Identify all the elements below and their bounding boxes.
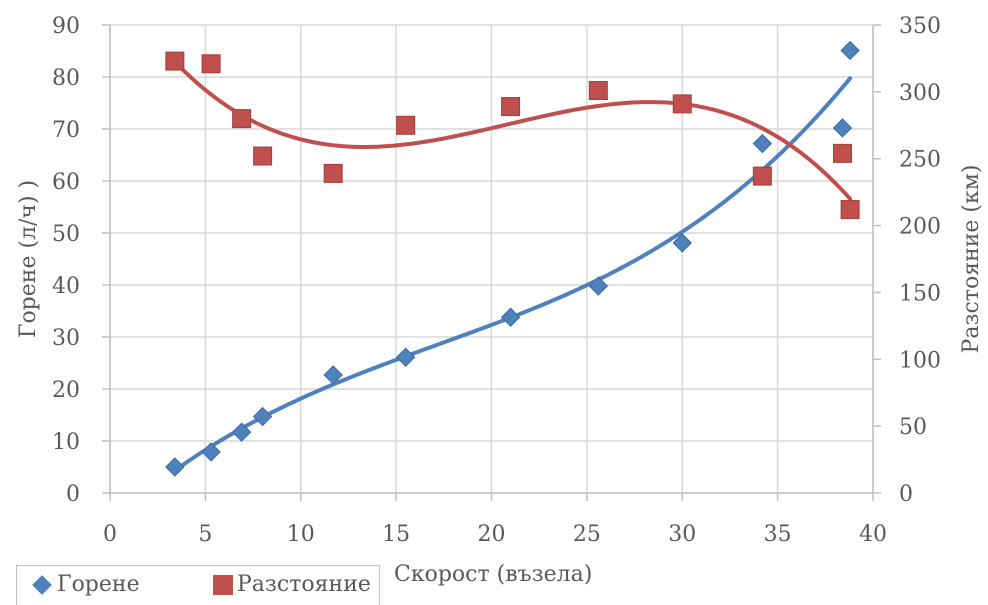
point-distance [588, 81, 608, 101]
point-distance [165, 51, 185, 71]
y-right-tick-label: 0 [899, 482, 913, 507]
legend-diamond-marker [32, 575, 52, 595]
y-right-tick-label: 200 [899, 215, 941, 240]
legend-square-marker [213, 575, 233, 595]
point-distance [201, 54, 221, 74]
point-distance [832, 143, 852, 163]
y-left-tick-label: 0 [66, 482, 80, 507]
point-burn [752, 133, 773, 154]
point-burn [201, 442, 221, 462]
point-burn [323, 365, 343, 385]
x-tick-label: 30 [668, 522, 696, 547]
point-burn [231, 422, 252, 442]
legend: Горене Разстояние [16, 565, 380, 605]
y-left-tick-label: 20 [52, 378, 80, 403]
trendline-burn [172, 76, 853, 473]
x-tick-label: 5 [198, 522, 212, 547]
legend-label-distance: Разстояние [237, 572, 371, 597]
y-right-tick-label: 100 [899, 348, 941, 373]
point-burn [165, 457, 185, 477]
point-burn [395, 347, 416, 367]
y-left-tick-label: 50 [52, 222, 80, 247]
legend-item-distance: Разстояние [213, 572, 371, 597]
x-tick-label: 40 [859, 522, 887, 547]
point-burn [588, 276, 609, 296]
y-left-tick-label: 10 [52, 430, 80, 455]
y-right-tick-label: 250 [899, 148, 941, 173]
y-left-tick-label: 80 [52, 66, 80, 91]
point-distance [232, 109, 252, 129]
point-distance [672, 94, 692, 114]
x-tick-label: 20 [478, 522, 506, 547]
point-distance [253, 146, 273, 166]
point-burn [840, 40, 860, 61]
y-left-tick-label: 40 [52, 274, 80, 299]
x-tick-label: 0 [103, 522, 117, 547]
y-right-tick-label: 150 [899, 281, 941, 306]
point-distance [752, 166, 772, 186]
grid [109, 24, 874, 494]
legend-item-burn: Горене [29, 572, 140, 597]
x-tick-label: 15 [382, 522, 410, 547]
data-markers [165, 40, 860, 477]
y-left-tick-label: 30 [52, 326, 80, 351]
y-right-tick-label: 350 [899, 14, 941, 39]
tick-labels: 0 10 20 30 40 50 60 70 80 90 0 5 10 15 20 25 30 35 40 0 50 10… [52, 14, 941, 547]
y-right-tick-label: 50 [899, 415, 927, 440]
point-burn [672, 233, 692, 253]
y-left-tick-label: 70 [52, 118, 80, 143]
x-axis-title: Скорост (възела) [394, 562, 593, 587]
point-burn [832, 118, 853, 138]
y-axis-right-title: Разстояние (км) [959, 165, 984, 354]
axes [102, 24, 881, 501]
point-distance [501, 97, 521, 117]
point-distance [840, 200, 860, 220]
y-left-tick-label: 60 [52, 170, 80, 195]
legend-label-burn: Горене [57, 572, 140, 597]
point-burn [252, 406, 273, 427]
x-tick-label: 35 [764, 522, 792, 547]
x-tick-label: 25 [573, 522, 601, 547]
x-tick-label: 10 [287, 522, 315, 547]
point-distance [323, 163, 343, 183]
point-burn [500, 307, 521, 327]
y-right-tick-label: 300 [899, 81, 941, 106]
y-axis-left-title: Горене (л/ч) ) [16, 180, 41, 338]
point-distance [396, 115, 416, 135]
trendlines [172, 59, 853, 473]
y-left-tick-label: 90 [52, 14, 80, 39]
trendline-distance [172, 59, 853, 201]
